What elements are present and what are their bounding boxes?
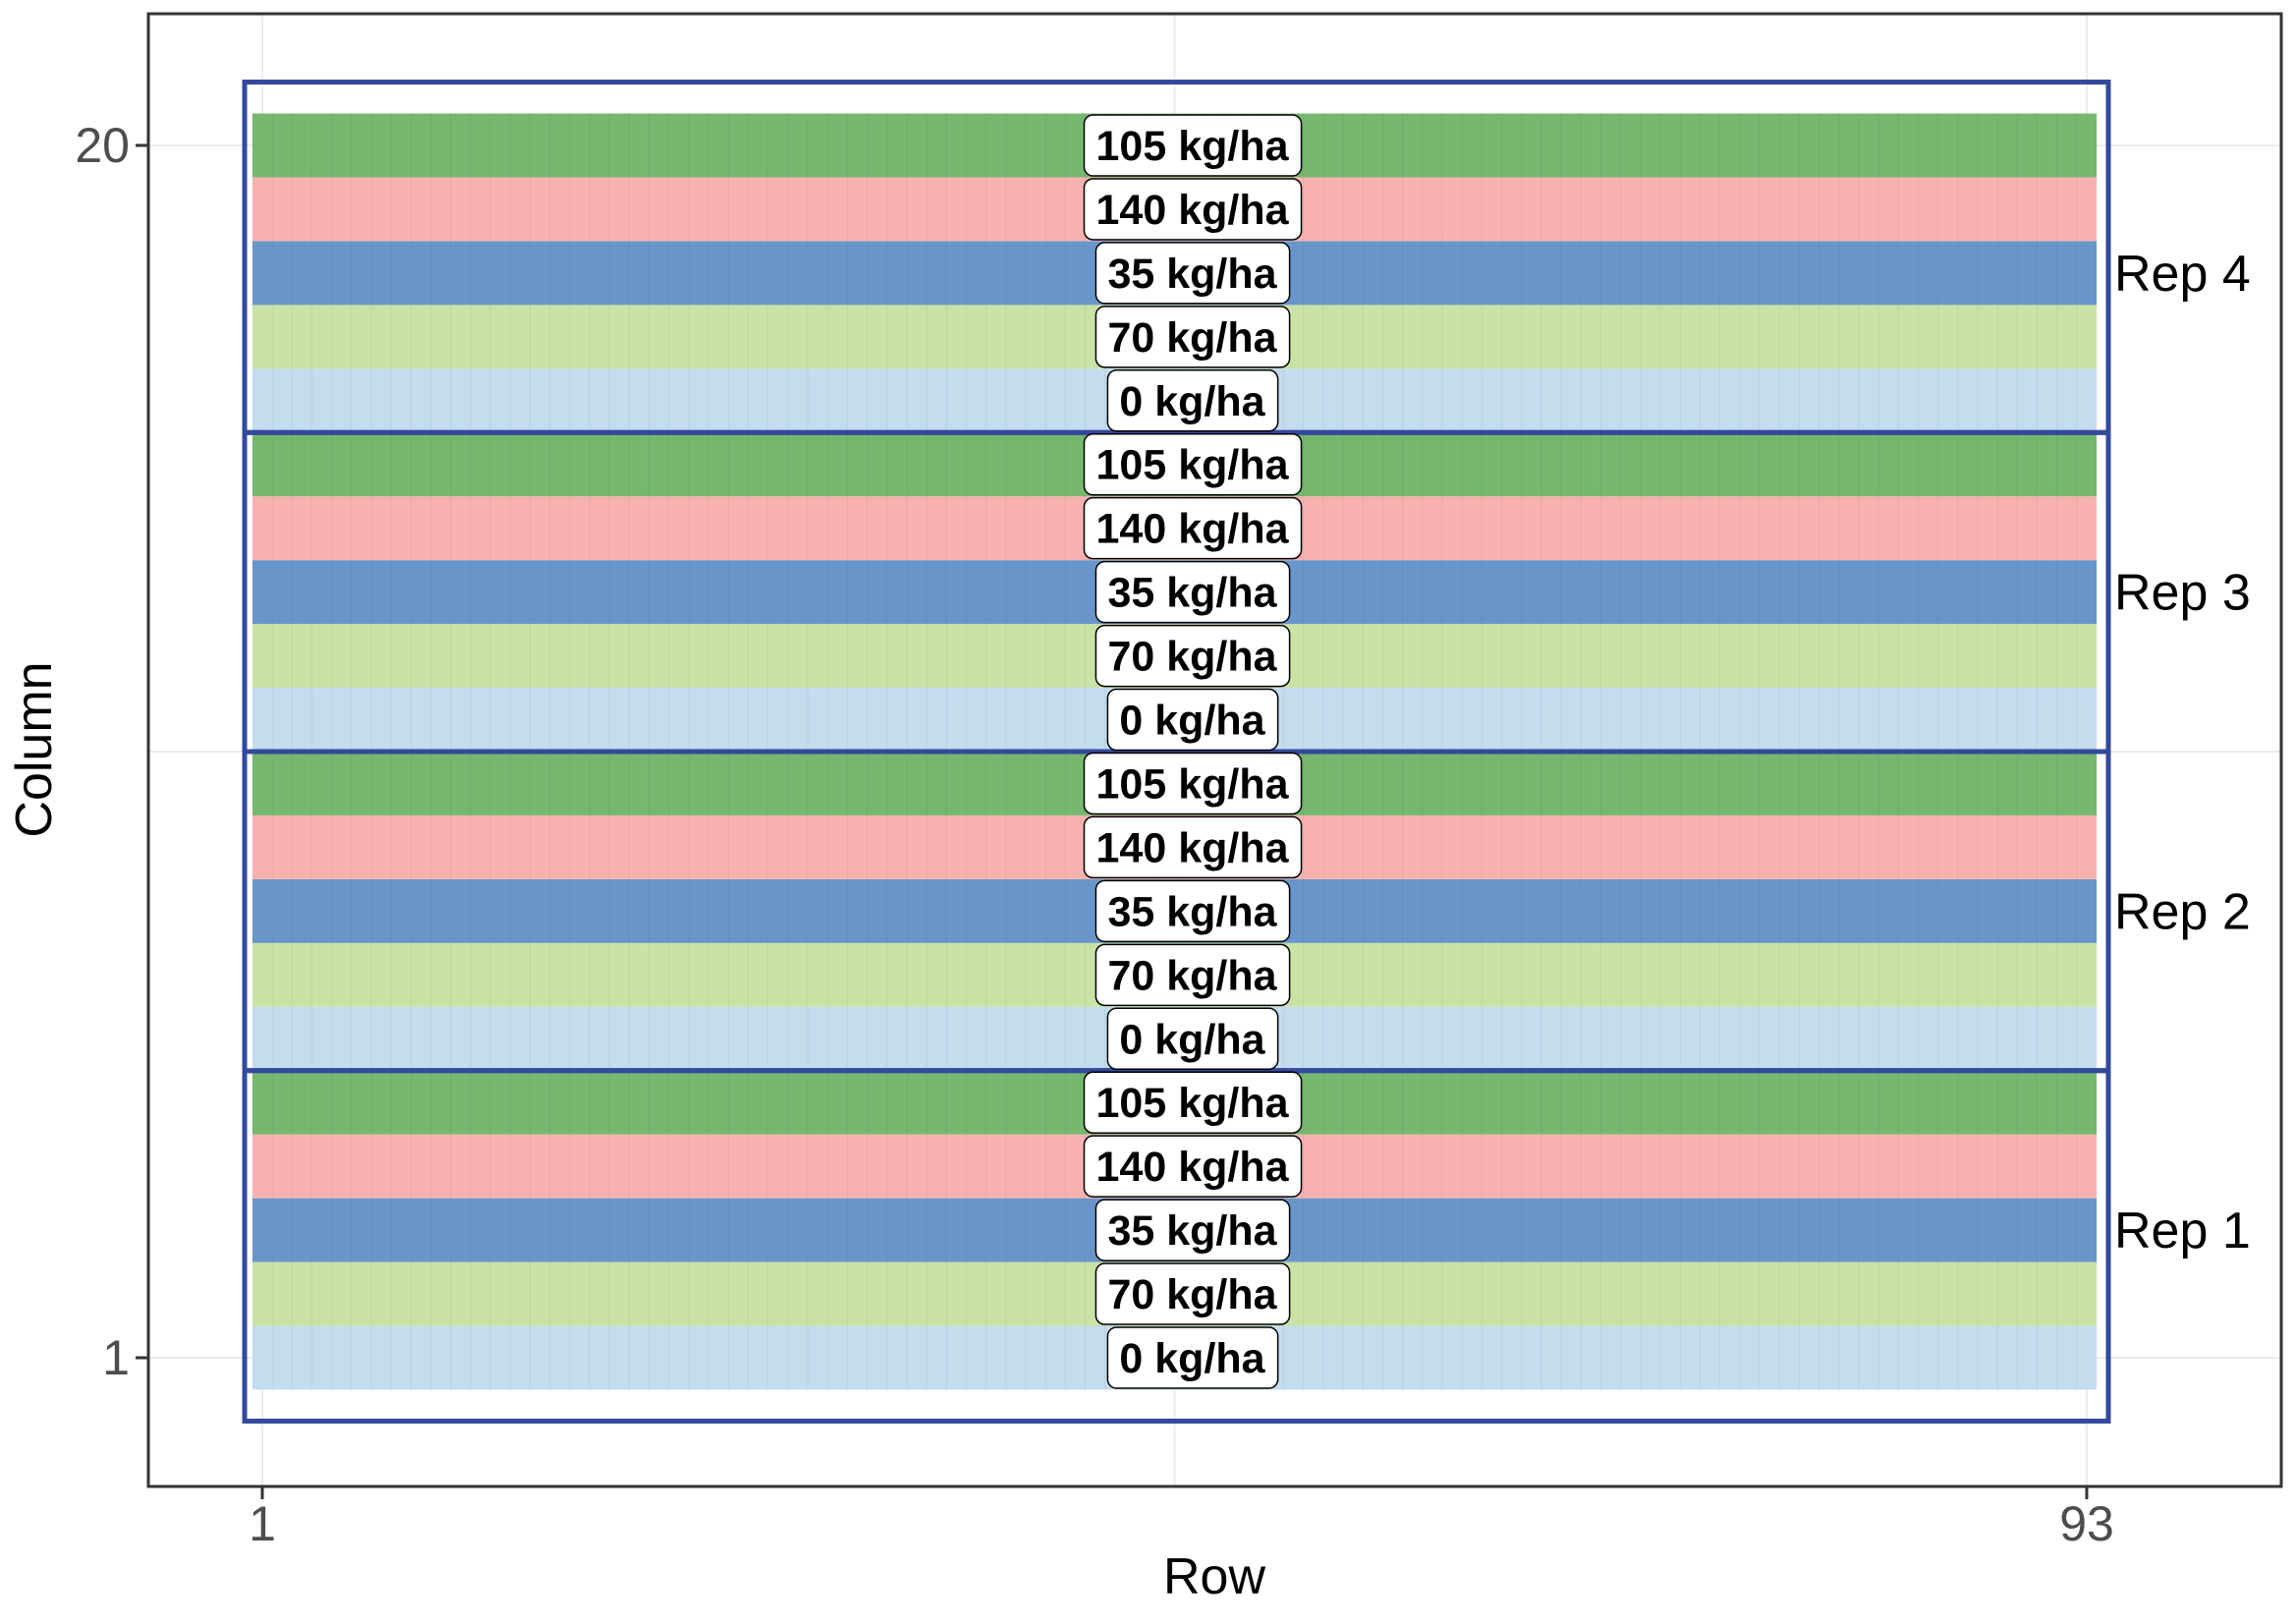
plot-label: 35 kg/ha [1094, 879, 1291, 943]
rep-outlines [242, 80, 2111, 1424]
plot-label-text: 105 kg/ha [1096, 442, 1290, 489]
plot-label-text: 140 kg/ha [1096, 187, 1290, 234]
plot-label-text: 35 kg/ha [1107, 251, 1277, 298]
plot-label: 70 kg/ha [1094, 1262, 1291, 1325]
plot-label-text: 70 kg/ha [1107, 314, 1277, 362]
plot-label-box [1094, 624, 1291, 688]
plot-label: 105 kg/ha [1083, 1071, 1303, 1134]
plot-label-text: 0 kg/ha [1119, 378, 1265, 425]
rep-label: Rep 1 [2114, 1203, 2251, 1260]
plot-label-box [1094, 943, 1291, 1007]
plot-label-box [1094, 242, 1291, 305]
plot-label: 105 kg/ha [1083, 432, 1303, 496]
plot-label-text: 70 kg/ha [1107, 1271, 1277, 1318]
plot-label-box [1083, 114, 1303, 177]
plot-label-text: 140 kg/ha [1096, 1144, 1290, 1191]
plot-label: 70 kg/ha [1094, 624, 1291, 688]
plot-label-text: 140 kg/ha [1096, 506, 1290, 553]
rep-outline [242, 80, 2111, 435]
plot-label: 35 kg/ha [1094, 1199, 1291, 1261]
y-tick-label: 1 [102, 1330, 130, 1385]
rep-label: Rep 4 [2114, 246, 2251, 303]
plot-label-box [1094, 560, 1291, 624]
rep-labels: Rep 1 Rep 2 Rep 3 Rep 4 [2114, 246, 2251, 1260]
plot-label: 35 kg/ha [1094, 560, 1291, 624]
plot-label-box [1106, 688, 1279, 752]
plot-label: 70 kg/ha [1094, 306, 1291, 368]
plot-panel-border [146, 12, 2283, 1488]
plot-label-text: 35 kg/ha [1107, 570, 1277, 617]
plot-label-box [1083, 178, 1303, 241]
plot-label-box [1083, 1135, 1303, 1198]
plot-label-box [1094, 879, 1291, 943]
plot-label-box [1106, 369, 1279, 432]
plot-label-box [1106, 1007, 1279, 1071]
plot-label-box [1083, 752, 1303, 815]
plot-label-box [1094, 1262, 1291, 1325]
plot-label: 105 kg/ha [1083, 114, 1303, 177]
plot-label: 0 kg/ha [1106, 1007, 1279, 1071]
plot-label-box [1094, 1199, 1291, 1261]
plot-label-text: 0 kg/ha [1119, 698, 1265, 745]
plot-label-text: 70 kg/ha [1107, 634, 1277, 681]
plot-label: 0 kg/ha [1106, 1326, 1279, 1389]
plot-label-text: 0 kg/ha [1119, 1335, 1265, 1382]
plot-label: 140 kg/ha [1083, 815, 1303, 879]
plot-label: 70 kg/ha [1094, 943, 1291, 1007]
plot-label-box [1083, 432, 1303, 496]
plot-label-text: 105 kg/ha [1096, 1080, 1290, 1127]
plot-label-box [1083, 1071, 1303, 1134]
plot-label-text: 140 kg/ha [1096, 824, 1290, 871]
plot-label-text: 105 kg/ha [1096, 123, 1290, 170]
plot-label: 35 kg/ha [1094, 242, 1291, 305]
plot-label-text: 0 kg/ha [1119, 1016, 1265, 1063]
plot-label: 105 kg/ha [1083, 752, 1303, 815]
plot-label-box [1094, 306, 1291, 368]
plot-label-box [1083, 496, 1303, 560]
x-tick-label: 1 [249, 1496, 276, 1551]
plot-label: 0 kg/ha [1106, 688, 1279, 752]
plot-label-text: 35 kg/ha [1107, 1207, 1277, 1255]
x-tick-label: 93 [2059, 1496, 2114, 1551]
plot-label: 140 kg/ha [1083, 178, 1303, 241]
plot-label-text: 35 kg/ha [1107, 888, 1277, 935]
plot-labels: 0 kg/ha 70 kg/ha 35 kg/ha 140 kg/ha 105 kg/h… [1083, 114, 1303, 1389]
axis-ticks: 1 93 1 20 [75, 118, 2113, 1551]
plot-label-text: 105 kg/ha [1096, 760, 1290, 808]
rep-label: Rep 3 [2114, 565, 2251, 622]
plot-label-box [1106, 1326, 1279, 1389]
y-axis-title: Column [6, 661, 63, 837]
plot-label: 0 kg/ha [1106, 369, 1279, 432]
x-axis-title: Row [1163, 1548, 1265, 1605]
y-tick-label: 20 [75, 118, 130, 173]
plot-label: 140 kg/ha [1083, 1135, 1303, 1198]
plot-label-box [1083, 815, 1303, 879]
plot-label: 140 kg/ha [1083, 496, 1303, 560]
rep-label: Rep 2 [2114, 883, 2251, 940]
plot-label-text: 70 kg/ha [1107, 952, 1277, 999]
